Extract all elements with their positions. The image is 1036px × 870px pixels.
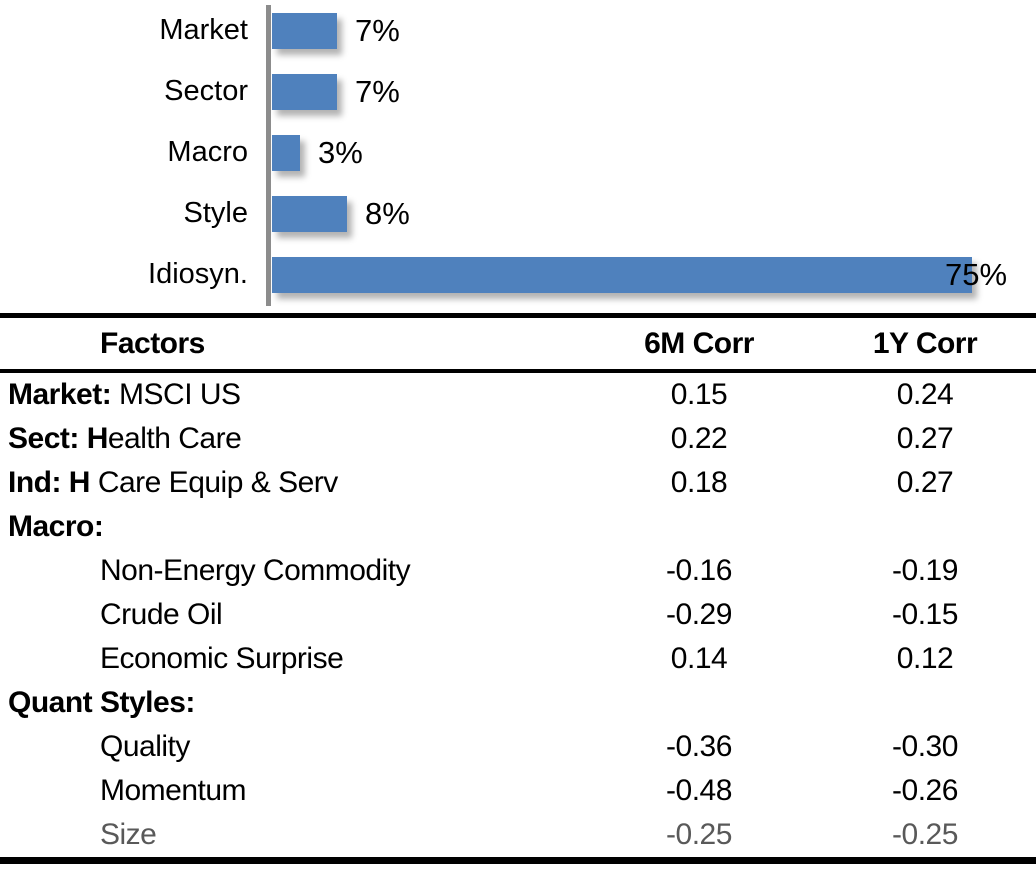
factor-label-bold-part: Market: [8,378,112,411]
chart-vertical-axis-line [266,5,271,306]
table-header-factors: Factors [100,326,205,360]
chart-row: Market 7% [0,0,1036,61]
chart-bar-zone: 8% [272,183,1036,244]
corr-6m-value: 0.22 [670,422,728,455]
factor-label-cell: Size [0,818,584,852]
chart-row: Macro 3% [0,122,1036,183]
factor-correlation-table: Factors 6M Corr 1Y Corr Market: MSCI US 0… [0,313,1036,864]
chart-bar [272,12,337,49]
factor-label-regular-part: MSCI US [111,378,241,411]
chart-bar [272,256,972,293]
chart-bar-zone: 7% [272,61,1036,122]
chart-bar-value-label: 75% [945,256,1008,292]
chart-category-label: Idiosyn. [148,258,248,290]
chart-bar-value-label: 3% [318,134,363,170]
factor-label-cell: Sect: Health Care [0,422,584,456]
factor-label-regular-part: Economic Surprise [100,642,344,675]
chart-category-label: Style [183,197,248,229]
factor-label-regular-part: Care Equip & Serv [89,466,338,499]
chart-bar [272,134,300,171]
factor-label-bold-part: Sect: H [8,422,108,455]
corr-6m-value: 0.15 [670,378,728,411]
corr-1y-value: -0.26 [892,774,958,807]
factor-label-regular-part: Momentum [100,774,247,807]
chart-bar-value-label: 8% [365,195,410,231]
table-header-6m-corr: 6M Corr [644,326,754,360]
factor-label-cell: Quality [0,730,584,764]
table-row: Crude Oil -0.29 -0.15 [0,593,1036,637]
table-row: Non-Energy Commodity -0.16 -0.19 [0,549,1036,593]
corr-1y-value: 0.27 [896,422,954,455]
table-row: Sect: Health Care 0.22 0.27 [0,417,1036,461]
factor-label-bold-part: Macro: [8,510,104,543]
corr-1y-value: 0.12 [896,642,954,675]
table-row: Quant Styles: [0,681,1036,725]
corr-1y-value: -0.30 [892,730,958,763]
chart-row: Sector 7% [0,61,1036,122]
table-header-1y-corr: 1Y Corr [872,326,978,360]
corr-6m-value: -0.29 [666,598,732,631]
chart-category-label: Market [159,14,248,46]
chart-bar-zone: 7% [272,0,1036,61]
chart-bar [272,195,347,232]
table-body: Market: MSCI US 0.15 0.24 Sect: Health Care… [0,373,1036,857]
chart-rows: Market 7% Sector 7% Macro 3% Style 8% Idiosyn. 75… [0,0,1036,305]
corr-6m-value: 0.18 [670,466,728,499]
factor-label-cell: Macro: [0,510,584,544]
table-row: Size -0.25 -0.25 [0,813,1036,857]
factor-label-cell: Market: MSCI US [0,378,584,412]
corr-1y-value: 0.27 [896,466,954,499]
chart-row: Style 8% [0,183,1036,244]
corr-6m-value: -0.16 [666,554,732,587]
factor-label-bold-part: Ind: H [8,466,90,499]
factor-label-regular-part: ealth Care [107,422,242,455]
chart-bar-zone: 75% [272,244,1036,305]
corr-1y-value: -0.25 [892,818,958,851]
table-row: Quality -0.36 -0.30 [0,725,1036,769]
table-row: Macro: [0,505,1036,549]
chart-row: Idiosyn. 75% [0,244,1036,305]
risk-decomposition-bar-chart: Market 7% Sector 7% Macro 3% Style 8% Idiosyn. 75… [0,0,1036,313]
factor-label-cell: Non-Energy Commodity [0,554,584,588]
factor-label-cell: Ind: H Care Equip & Serv [0,466,584,500]
table-row: Momentum -0.48 -0.26 [0,769,1036,813]
table-row: Market: MSCI US 0.15 0.24 [0,373,1036,417]
chart-bar-value-label: 7% [355,73,400,109]
factor-label-regular-part: Non-Energy Commodity [100,554,411,587]
factor-label-cell: Momentum [0,774,584,808]
table-row: Ind: H Care Equip & Serv 0.18 0.27 [0,461,1036,505]
corr-1y-value: -0.19 [892,554,958,587]
chart-bar-zone: 3% [272,122,1036,183]
corr-6m-value: -0.48 [666,774,732,807]
chart-category-label: Sector [164,75,248,107]
factor-label-cell: Quant Styles: [0,686,584,720]
factor-label-bold-part: Quant Styles: [8,686,195,719]
table-row: Economic Surprise 0.14 0.12 [0,637,1036,681]
factor-label-cell: Economic Surprise [0,642,584,676]
table-header-row: Factors 6M Corr 1Y Corr [0,318,1036,373]
corr-1y-value: 0.24 [896,378,954,411]
factor-label-regular-part: Crude Oil [100,598,223,631]
corr-1y-value: -0.15 [892,598,958,631]
chart-category-label: Macro [167,136,248,168]
corr-6m-value: 0.14 [670,642,728,675]
corr-6m-value: -0.36 [666,730,732,763]
factor-label-regular-part: Quality [100,730,190,763]
chart-bar-value-label: 7% [355,12,400,48]
corr-6m-value: -0.25 [666,818,732,851]
chart-bar [272,73,337,110]
factor-label-cell: Crude Oil [0,598,584,632]
factor-label-regular-part: Size [100,818,157,851]
